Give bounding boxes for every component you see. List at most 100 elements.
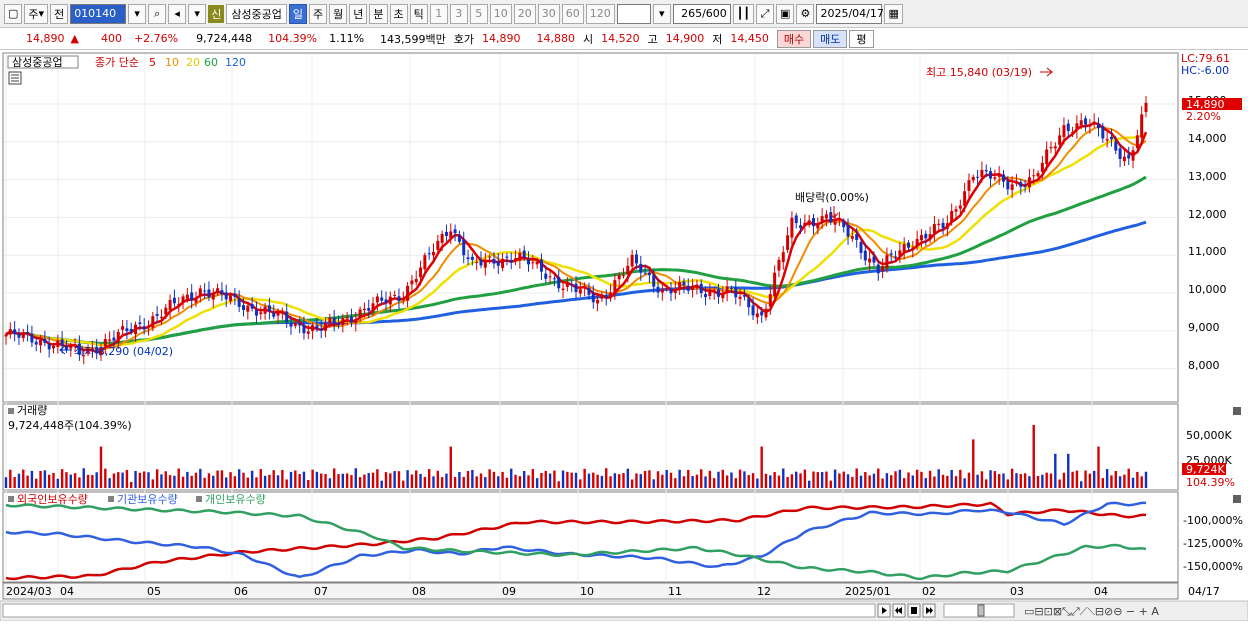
candle-body: [86, 348, 90, 354]
volume-bar: [1002, 473, 1005, 488]
sell-button[interactable]: 매도: [813, 29, 848, 48]
volume-bar: [255, 477, 258, 488]
candle-body: [233, 293, 237, 297]
search-icon[interactable]: ⌕: [148, 3, 167, 24]
candle-body: [302, 324, 306, 334]
candle-body: [134, 324, 138, 335]
period-day-tab[interactable]: 일: [288, 3, 308, 24]
candle-type-icon[interactable]: ┃┃: [732, 3, 755, 24]
candle-body: [971, 176, 975, 181]
candle-body: [1006, 181, 1010, 190]
volume-bar: [320, 473, 323, 488]
candle-body: [695, 284, 699, 288]
high-label: 고: [647, 32, 658, 46]
volume-bar: [976, 474, 979, 488]
calendar-icon[interactable]: ▦: [884, 3, 903, 24]
candle-body: [229, 295, 233, 302]
interval-30-button[interactable]: 30: [537, 3, 560, 24]
count-input[interactable]: 265/600: [672, 3, 731, 24]
candle-body: [1127, 154, 1131, 159]
volume-bar: [263, 475, 267, 488]
volume-bar: [605, 468, 608, 488]
volume-bar: [155, 469, 159, 488]
date-input[interactable]: 2025/04/17: [816, 3, 884, 24]
interval-5-button[interactable]: 5: [469, 3, 488, 24]
period-month-tab[interactable]: 월: [329, 3, 348, 24]
volume-bar: [134, 470, 137, 488]
candle-body: [1101, 126, 1105, 139]
candle-body: [967, 180, 971, 191]
candle-body: [47, 343, 51, 350]
dividend-note: 배당락(0.00%): [795, 191, 869, 204]
candle-body: [639, 263, 643, 273]
prev-button[interactable]: 전: [50, 3, 69, 24]
options-dropdown-icon[interactable]: ▾: [188, 3, 207, 24]
draw-tools-icon[interactable]: ▭⊟⊡⊠⤡⤢⟋⟍⊟⊘⊖ − + A: [1024, 605, 1159, 618]
candle-body: [647, 272, 651, 276]
candle-body: [1071, 132, 1075, 134]
volume-bar: [4, 477, 8, 488]
volume-panel-close-icon[interactable]: [1233, 407, 1241, 415]
gear-icon[interactable]: ⚙: [796, 3, 815, 24]
volume-bar: [522, 470, 526, 488]
candle-body: [1058, 135, 1062, 145]
candle-body: [837, 219, 841, 221]
volume-bar: [829, 480, 832, 488]
indicator-tool-icon[interactable]: ⤢: [756, 3, 775, 24]
volume-bar: [764, 473, 768, 488]
candle-body: [570, 284, 574, 286]
candle-body: [583, 286, 587, 288]
candle-body: [401, 299, 405, 301]
holding-panel-close-icon[interactable]: [1233, 495, 1241, 503]
interval-60-button[interactable]: 60: [561, 3, 584, 24]
holding-lines: [5, 501, 1147, 581]
period-week-tab[interactable]: 주: [309, 3, 328, 24]
ask1-value: 14,890: [482, 32, 521, 45]
candle-body: [289, 323, 293, 327]
period-minute-tab[interactable]: 분: [369, 3, 388, 24]
chart-svg[interactable]: 삼성중공업 종가 단순 5 10 20 60 120 LC:79.61 HC:-…: [0, 50, 1248, 622]
candle-body: [522, 250, 526, 258]
interval-20-button[interactable]: 20: [513, 3, 536, 24]
change-arrow: ▲: [70, 32, 79, 45]
volume-bar: [1032, 425, 1035, 488]
sound-icon[interactable]: ◂: [168, 3, 187, 24]
stock-code-input[interactable]: 010140: [70, 3, 127, 24]
hc-label: HC:-6.00: [1181, 64, 1229, 77]
buy-button[interactable]: 매수: [776, 29, 812, 48]
chart-area[interactable]: 삼성중공업 종가 단순 5 10 20 60 120 LC:79.61 HC:-…: [0, 50, 1248, 622]
candle-body: [717, 289, 720, 297]
candle-body: [250, 304, 254, 309]
scroll-track[interactable]: [2, 603, 876, 618]
interval-1-button[interactable]: 1: [429, 3, 448, 24]
candle-body: [924, 233, 928, 239]
period-year-tab[interactable]: 년: [349, 3, 368, 24]
y-tick-12000: 12,000: [1188, 208, 1227, 221]
volume-bar: [1144, 471, 1148, 488]
interval-120-button[interactable]: 120: [585, 3, 615, 24]
period-second-tab[interactable]: 초: [389, 3, 408, 24]
code-dropdown-icon[interactable]: ▾: [128, 3, 147, 24]
volume-bar: [1084, 470, 1087, 488]
volume-bar: [1067, 453, 1070, 488]
period-tick-tab[interactable]: 틱: [409, 3, 428, 24]
eval-button[interactable]: 평: [849, 29, 874, 48]
volume-bar: [445, 473, 448, 488]
interval-3-button[interactable]: 3: [449, 3, 468, 24]
market-select[interactable]: 주 ▾: [24, 3, 49, 24]
volume-bar: [872, 473, 876, 488]
interval-dropdown-icon[interactable]: ▾: [652, 3, 671, 24]
x-axis: 04/17 2024/03 04 05 06 07 08 09 10 11 12 2025/01 02…: [2, 582, 1220, 600]
interval-10-button[interactable]: 10: [489, 3, 512, 24]
candle-body: [937, 223, 941, 226]
volume-bar: [151, 479, 155, 488]
candle-body: [1002, 174, 1005, 182]
volume-bar: [376, 469, 379, 488]
candle-body: [90, 348, 94, 350]
volume-bar: [1019, 474, 1022, 488]
chart-menu-icon[interactable]: ▢: [4, 3, 23, 24]
save-icon[interactable]: ▣: [776, 3, 795, 24]
interval-custom-input[interactable]: [616, 3, 651, 24]
zoom-slider-thumb[interactable]: [977, 604, 985, 617]
volume-bar: [65, 472, 68, 488]
